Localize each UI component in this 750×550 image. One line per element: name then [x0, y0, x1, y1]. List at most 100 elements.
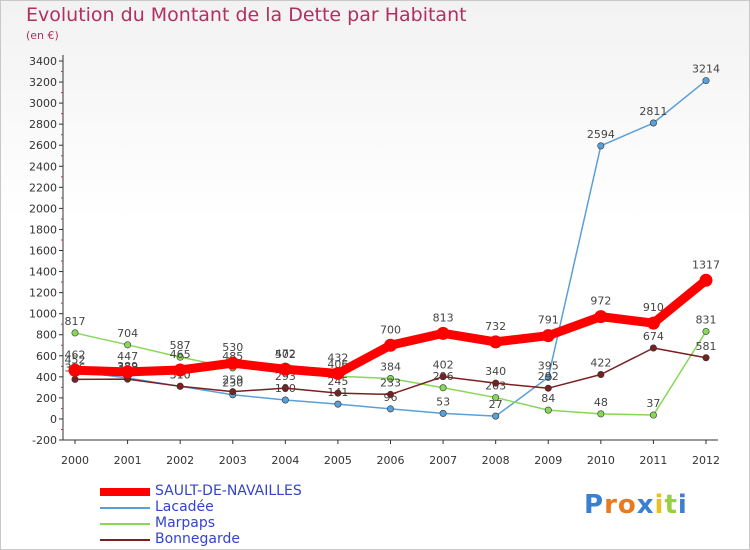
data-point-1 — [544, 373, 552, 381]
y-tick-label: 2400 — [29, 160, 57, 173]
legend-swatch-marpaps — [100, 523, 150, 525]
y-tick-label: 1000 — [29, 308, 57, 321]
x-tick-label: 2009 — [534, 454, 562, 467]
x-tick-label: 2010 — [587, 454, 615, 467]
x-tick-label: 2005 — [324, 454, 352, 467]
data-point-2 — [124, 341, 132, 349]
y-tick-label: 0 — [50, 413, 57, 426]
y-tick-label: 3400 — [29, 55, 57, 68]
data-label-3: 340 — [485, 365, 506, 378]
data-point-3 — [229, 388, 237, 396]
data-label-0: 791 — [538, 314, 559, 327]
data-point-0 — [226, 356, 240, 370]
data-label-0: 813 — [433, 311, 454, 324]
data-point-1 — [649, 119, 657, 127]
data-point-3 — [439, 373, 447, 381]
data-point-3 — [334, 389, 342, 397]
chart-title: Evolution du Montant de la Dette par Hab… — [26, 4, 467, 26]
data-label-0: 530 — [222, 341, 243, 354]
data-point-2 — [71, 329, 79, 337]
data-point-3 — [386, 390, 394, 398]
y-tick-label: 1800 — [29, 223, 57, 236]
data-label-2: 84 — [541, 392, 555, 405]
data-label-2: 704 — [117, 327, 138, 340]
data-point-2 — [702, 327, 710, 335]
data-point-1 — [492, 412, 500, 420]
data-point-1 — [334, 400, 342, 408]
data-point-2 — [386, 375, 394, 383]
chart-subtitle: (en €) — [26, 29, 59, 42]
x-tick-label: 2004 — [271, 454, 299, 467]
data-label-1: 395 — [538, 359, 559, 372]
data-point-3 — [281, 384, 289, 392]
data-point-1 — [439, 409, 447, 417]
y-tick-label: 2600 — [29, 139, 57, 152]
data-point-0 — [331, 366, 345, 380]
data-label-1: 2594 — [587, 128, 615, 141]
data-label-3: 292 — [538, 370, 559, 383]
legend-label-lacadee: Lacadée — [155, 499, 214, 515]
data-point-0 — [278, 362, 292, 376]
data-point-1 — [281, 396, 289, 404]
data-point-0 — [699, 273, 713, 287]
data-point-1 — [386, 405, 394, 413]
data-label-2: 831 — [696, 313, 717, 326]
data-label-0: 462 — [65, 348, 86, 361]
data-label-1: 27 — [489, 398, 503, 411]
data-point-0 — [68, 363, 82, 377]
legend-label-bonnegarde: Bonnegarde — [155, 531, 241, 547]
data-label-2: 587 — [170, 339, 191, 352]
data-point-2 — [439, 384, 447, 392]
data-point-0 — [646, 316, 660, 330]
data-label-2: 37 — [646, 397, 660, 410]
data-point-0 — [121, 365, 135, 379]
data-label-0: 972 — [590, 295, 611, 308]
legend-swatch-sault — [100, 488, 150, 496]
data-label-1: 452 — [65, 353, 86, 366]
data-label-0: 1317 — [692, 258, 720, 271]
data-point-2 — [597, 410, 605, 418]
y-tick-label: -200 — [32, 434, 57, 447]
legend-label-marpaps: Marpaps — [155, 515, 216, 531]
data-point-3 — [649, 344, 657, 352]
data-label-1: 230 — [222, 377, 243, 390]
legend-swatch-bonnegarde — [100, 539, 150, 541]
x-tick-label: 2003 — [219, 454, 247, 467]
data-label-3: 402 — [433, 359, 454, 372]
data-label-0: 472 — [275, 347, 296, 360]
data-label-0: 700 — [380, 323, 401, 336]
x-tick-label: 2002 — [166, 454, 194, 467]
data-label-1: 3214 — [692, 63, 720, 76]
data-label-3: 422 — [590, 357, 611, 370]
y-tick-label: 1400 — [29, 266, 57, 279]
legend-label-sault: SAULT-DE-NAVAILLES — [155, 483, 302, 499]
data-label-2: 384 — [380, 361, 401, 374]
x-tick-label: 2006 — [377, 454, 405, 467]
x-tick-label: 2008 — [482, 454, 510, 467]
legend-swatch-lacadee — [100, 507, 150, 509]
y-tick-label: 2800 — [29, 118, 57, 131]
data-point-0 — [384, 338, 397, 352]
x-tick-label: 2012 — [692, 454, 720, 467]
data-point-0 — [489, 335, 503, 349]
y-tick-label: 3200 — [29, 76, 57, 89]
data-point-2 — [544, 406, 552, 414]
data-label-3: 233 — [380, 376, 401, 389]
data-label-0: 910 — [643, 301, 664, 314]
data-label-3: 581 — [696, 340, 717, 353]
data-point-2 — [492, 394, 500, 402]
y-tick-label: 1600 — [29, 245, 57, 258]
data-point-3 — [176, 382, 184, 390]
y-tick-label: 2000 — [29, 202, 57, 215]
y-tick-label: 1200 — [29, 287, 57, 300]
data-label-2: 48 — [594, 396, 608, 409]
data-label-3: 245 — [327, 375, 348, 388]
y-tick-label: 3000 — [29, 97, 57, 110]
data-point-3 — [597, 371, 605, 379]
data-point-1 — [702, 77, 710, 85]
y-tick-label: 400 — [36, 371, 57, 384]
data-label-3: 674 — [643, 330, 664, 343]
data-label-1: 53 — [436, 395, 450, 408]
